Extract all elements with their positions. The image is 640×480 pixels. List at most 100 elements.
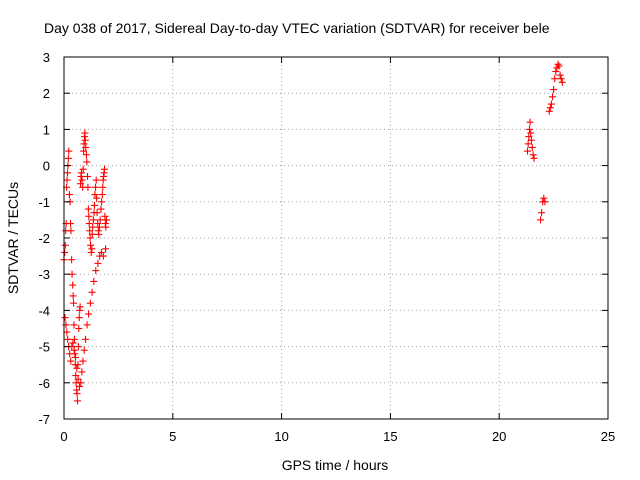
chart-title: Day 038 of 2017, Sidereal Day-to-day VTE…: [44, 20, 550, 36]
data-point: [527, 129, 535, 137]
x-tick-label: 10: [274, 429, 288, 444]
y-tick-label: 0: [43, 159, 50, 174]
data-point: [69, 292, 77, 300]
data-point: [83, 321, 91, 329]
data-point: [75, 314, 83, 322]
data-point: [94, 220, 102, 228]
data-point: [78, 368, 86, 376]
data-point: [557, 75, 565, 83]
data-point: [89, 216, 97, 224]
data-point: [550, 86, 558, 94]
data-point: [78, 176, 86, 184]
data-point: [555, 62, 563, 70]
data-point: [546, 104, 554, 112]
grid-lines: [64, 57, 608, 419]
data-point: [537, 216, 545, 224]
data-point: [64, 335, 72, 343]
data-point: [91, 191, 99, 199]
data-point: [85, 310, 93, 318]
data-point: [85, 212, 93, 220]
data-point: [77, 169, 85, 177]
axes: 0 5 10 15 20 25 -7 -6 -5 -4 -3 -2 -1 0 1 2 3: [38, 50, 615, 444]
data-point: [87, 248, 95, 256]
data-point: [63, 169, 71, 177]
data-point: [100, 165, 108, 173]
data-point: [85, 220, 93, 228]
data-point: [80, 147, 88, 155]
data-point: [82, 151, 90, 159]
data-point: [77, 379, 85, 387]
data-point: [547, 100, 555, 108]
x-tick-label: 0: [60, 429, 67, 444]
data-point: [90, 277, 98, 285]
data-point: [74, 375, 82, 383]
data-point: [526, 118, 534, 126]
data-point: [76, 303, 84, 311]
data-point: [66, 350, 74, 358]
data-point: [82, 335, 90, 343]
data-point: [525, 125, 533, 133]
data-point: [84, 172, 92, 180]
x-tick-label: 25: [601, 429, 615, 444]
data-point: [101, 212, 109, 220]
data-point: [541, 198, 549, 206]
data-point: [80, 140, 88, 148]
data-point: [528, 144, 536, 151]
data-point: [97, 248, 105, 256]
data-point: [63, 176, 71, 184]
data-point: [79, 357, 87, 365]
data-point: [92, 176, 100, 184]
data-point: [68, 256, 76, 264]
data-point: [64, 154, 72, 162]
data-point: [96, 216, 104, 224]
data-point: [92, 183, 100, 191]
y-tick-label: -7: [38, 412, 50, 427]
data-point: [527, 136, 535, 144]
data-point: [83, 158, 91, 166]
data-point: [70, 321, 78, 329]
data-point: [73, 397, 81, 405]
data-point: [93, 194, 101, 202]
data-point: [540, 194, 548, 202]
data-point: [558, 78, 566, 86]
x-tick-label: 5: [169, 429, 176, 444]
y-tick-label: 3: [43, 50, 50, 65]
data-point: [556, 71, 564, 79]
data-point: [84, 183, 92, 191]
data-point: [89, 223, 97, 231]
data-point: [69, 281, 77, 289]
data-point: [80, 346, 88, 354]
y-tick-label: -6: [38, 376, 50, 391]
x-axis-label: GPS time / hours: [282, 457, 389, 473]
y-tick-label: -2: [38, 231, 50, 246]
data-point: [90, 201, 98, 209]
data-point: [67, 357, 75, 365]
data-point: [77, 180, 85, 188]
data-point: [523, 147, 531, 155]
data-point: [65, 191, 73, 199]
data-point: [102, 223, 110, 231]
data-point: [75, 325, 83, 332]
data-point: [524, 140, 532, 148]
data-point: [97, 205, 105, 213]
data-point: [529, 151, 537, 159]
data-point: [72, 372, 80, 380]
data-point: [70, 335, 78, 343]
data-point: [549, 93, 557, 101]
data-point: [81, 136, 89, 144]
data-point: [102, 245, 110, 253]
data-point: [86, 227, 94, 235]
y-tick-label: 2: [43, 86, 50, 101]
data-point: [102, 216, 110, 224]
data-point: [74, 361, 82, 369]
data-point: [95, 223, 103, 231]
y-tick-label: -1: [38, 195, 50, 210]
y-tick-label: -3: [38, 267, 50, 282]
data-point: [86, 299, 94, 307]
data-point: [73, 364, 81, 372]
data-point: [70, 346, 78, 354]
data-point: [67, 220, 75, 228]
data-point: [61, 248, 69, 256]
data-point: [81, 129, 89, 137]
